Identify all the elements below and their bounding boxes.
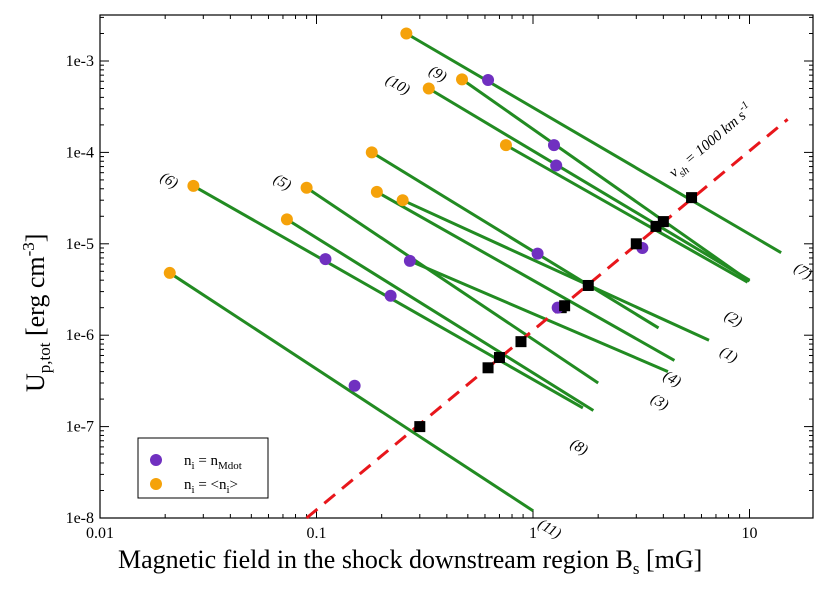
series-label-5: (5) bbox=[271, 171, 294, 194]
reference-line-layer bbox=[305, 118, 789, 520]
mdot-density-point-9 bbox=[547, 139, 560, 152]
y-tick-label: 1e-7 bbox=[66, 419, 94, 436]
x-tick-label: 10 bbox=[742, 525, 758, 542]
x-tick-label: 1 bbox=[529, 525, 537, 542]
legend-entry-mdot: ni = nMdot bbox=[184, 453, 242, 472]
mean-density-point-4 bbox=[370, 185, 383, 198]
series-label-8: (8) bbox=[567, 436, 590, 459]
mdot-density-point-7 bbox=[482, 73, 495, 86]
mdot-density-point-11 bbox=[348, 379, 361, 392]
mean-density-point-8 bbox=[280, 213, 293, 226]
mean-density-point-5 bbox=[300, 181, 313, 194]
mean-density-point-9 bbox=[456, 73, 469, 86]
series-label-6: (6) bbox=[157, 170, 180, 193]
series-label-10: (10) bbox=[383, 72, 413, 98]
series-line-9 bbox=[461, 78, 751, 283]
series-label-1: (1) bbox=[717, 344, 740, 367]
shock-velocity-point-6 bbox=[493, 352, 505, 364]
legend-marker-mean bbox=[150, 478, 162, 490]
mean-density-point-11 bbox=[163, 266, 176, 279]
shock-velocity-point-7 bbox=[686, 192, 698, 204]
shock-velocity-point-4 bbox=[559, 300, 571, 312]
legend: ni = nMdot ni = <ni> bbox=[137, 437, 269, 499]
series-line-2 bbox=[505, 143, 749, 284]
shock-velocity-point-5 bbox=[515, 336, 527, 348]
axis-ticks: 0.01 0.1 1 10 1e-8 1e-7 1e-6 1e-5 1e-4 1e-3 bbox=[66, 15, 813, 542]
y-tick-label: 1e-8 bbox=[66, 510, 94, 527]
shock-velocity-point-8 bbox=[482, 362, 494, 374]
y-tick-label: 1e-5 bbox=[66, 236, 94, 253]
series-line-4 bbox=[376, 190, 676, 362]
y-axis-label: Up,tot [erg cm-3] bbox=[19, 234, 54, 392]
y-tick-label: 1e-3 bbox=[66, 53, 94, 70]
series-label-7: (7) bbox=[791, 260, 814, 283]
mdot-density-point-10 bbox=[550, 159, 563, 172]
y-tick-label: 1e-4 bbox=[66, 144, 94, 161]
mean-density-point-10 bbox=[422, 82, 435, 95]
mean-density-point-s bbox=[365, 146, 378, 159]
series-line-8 bbox=[286, 218, 595, 412]
series-label-3: (3) bbox=[648, 391, 671, 414]
plot-frame bbox=[99, 14, 814, 519]
legend-entry-mean: ni = <ni> bbox=[184, 477, 238, 496]
mdot-density-point-5 bbox=[384, 289, 397, 302]
x-axis-label: Magnetic field in the shock downstream r… bbox=[118, 545, 702, 578]
legend-marker-mdot bbox=[150, 454, 162, 466]
mdot-density-point-3 bbox=[403, 254, 416, 267]
reference-line-label: vsh = 1000 km s-1 bbox=[664, 99, 759, 184]
shock-velocity-point-1 bbox=[582, 279, 594, 291]
series-line-s bbox=[370, 151, 660, 330]
series-label-11: (11) bbox=[535, 516, 564, 542]
mdot-density-point-1 bbox=[531, 247, 544, 260]
series-line-1 bbox=[402, 198, 710, 342]
series-label-4: (4) bbox=[660, 368, 683, 391]
mean-density-point-2 bbox=[499, 139, 512, 152]
reference-line bbox=[305, 118, 789, 520]
series-line-11 bbox=[168, 271, 534, 513]
shock-velocity-point-9 bbox=[657, 216, 669, 228]
mdot-density-point-6 bbox=[319, 253, 332, 266]
series-line-10 bbox=[427, 87, 751, 282]
mean-density-point-7 bbox=[400, 27, 413, 40]
series-line-5 bbox=[305, 186, 600, 385]
x-tick-label: 0.01 bbox=[86, 525, 114, 542]
series-line-3 bbox=[409, 259, 669, 373]
shock-velocity-point-10 bbox=[650, 220, 662, 232]
shock-velocity-point-11 bbox=[414, 421, 426, 433]
x-tick-label: 0.1 bbox=[307, 525, 327, 542]
shock-velocity-point-2 bbox=[630, 238, 642, 250]
series-label-2: (2) bbox=[722, 308, 745, 331]
series-label-9: (9) bbox=[426, 63, 449, 86]
mean-density-point-1 bbox=[396, 194, 409, 207]
data-markers bbox=[163, 27, 698, 433]
y-tick-label: 1e-6 bbox=[66, 327, 94, 344]
series-line-7 bbox=[405, 32, 782, 254]
mean-density-point-6 bbox=[187, 179, 200, 192]
